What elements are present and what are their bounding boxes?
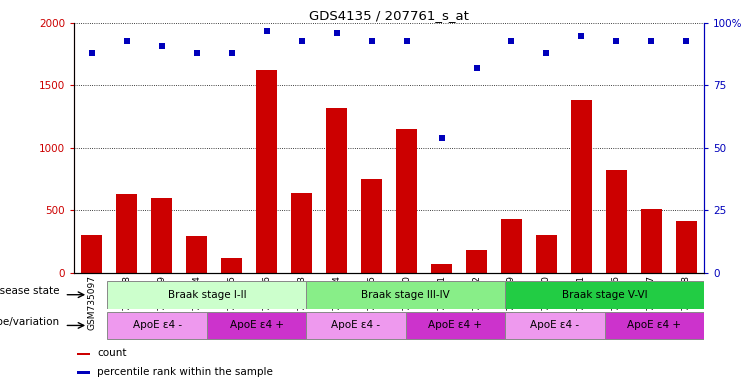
Bar xyxy=(505,281,704,309)
Point xyxy=(156,43,167,49)
Bar xyxy=(306,312,406,339)
Bar xyxy=(256,71,277,273)
Bar xyxy=(606,170,627,273)
Bar xyxy=(641,209,662,273)
Bar xyxy=(536,235,557,273)
Text: ApoE ε4 +: ApoE ε4 + xyxy=(627,320,681,331)
Bar xyxy=(81,235,102,273)
Point xyxy=(121,38,133,44)
Bar xyxy=(107,281,306,309)
Text: ApoE ε4 +: ApoE ε4 + xyxy=(428,320,482,331)
Bar xyxy=(77,371,90,374)
Text: ApoE ε4 -: ApoE ε4 - xyxy=(331,320,381,331)
Point xyxy=(225,50,237,56)
Point xyxy=(680,38,692,44)
Text: Braak stage III-IV: Braak stage III-IV xyxy=(362,290,450,300)
Bar xyxy=(605,312,704,339)
Text: ApoE ε4 -: ApoE ε4 - xyxy=(133,320,182,331)
Text: ApoE ε4 -: ApoE ε4 - xyxy=(531,320,579,331)
Point xyxy=(296,38,308,44)
Text: count: count xyxy=(97,348,127,359)
Bar xyxy=(77,353,90,355)
Point xyxy=(86,50,98,56)
Point xyxy=(365,38,377,44)
Bar xyxy=(116,194,137,273)
Point xyxy=(505,38,517,44)
Bar xyxy=(221,258,242,273)
Point xyxy=(576,33,588,39)
Bar xyxy=(151,198,172,273)
Bar xyxy=(501,219,522,273)
Point xyxy=(645,38,657,44)
Bar xyxy=(306,281,505,309)
Point xyxy=(611,38,622,44)
Bar xyxy=(431,264,452,273)
Bar xyxy=(676,221,697,273)
Bar xyxy=(505,312,605,339)
Bar xyxy=(466,250,487,273)
Bar xyxy=(361,179,382,273)
Bar xyxy=(396,129,417,273)
Point xyxy=(401,38,413,44)
Bar xyxy=(571,101,592,273)
Text: Braak stage I-II: Braak stage I-II xyxy=(167,290,246,300)
Title: GDS4135 / 207761_s_at: GDS4135 / 207761_s_at xyxy=(309,9,469,22)
Point xyxy=(471,65,482,71)
Bar xyxy=(107,312,207,339)
Bar xyxy=(207,312,306,339)
Bar xyxy=(291,193,312,273)
Text: ApoE ε4 +: ApoE ε4 + xyxy=(230,320,284,331)
Text: percentile rank within the sample: percentile rank within the sample xyxy=(97,367,273,377)
Point xyxy=(261,28,273,34)
Text: genotype/variation: genotype/variation xyxy=(0,317,59,327)
Point xyxy=(436,135,448,141)
Bar xyxy=(326,108,347,273)
Point xyxy=(330,30,342,36)
Text: disease state: disease state xyxy=(0,286,59,296)
Point xyxy=(190,50,202,56)
Text: Braak stage V-VI: Braak stage V-VI xyxy=(562,290,648,300)
Bar xyxy=(186,236,207,273)
Point xyxy=(540,50,552,56)
Bar xyxy=(405,312,505,339)
